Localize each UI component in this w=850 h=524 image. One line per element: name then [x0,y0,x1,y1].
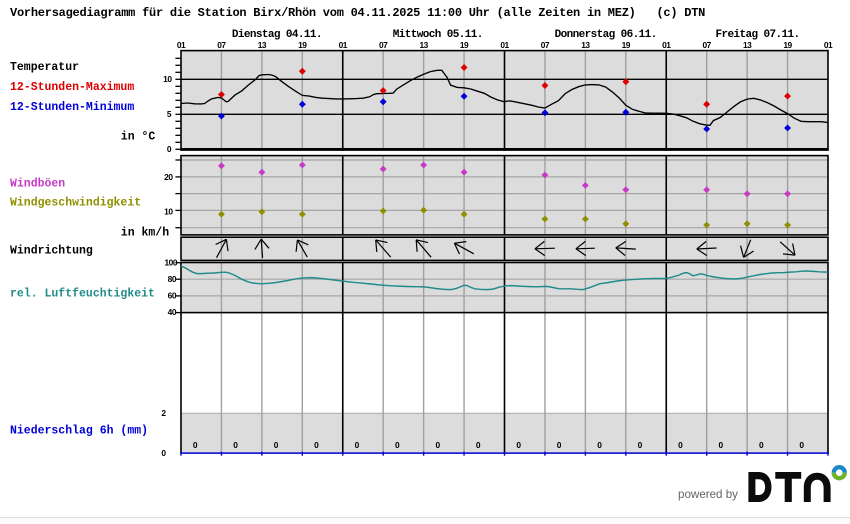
svg-text:13: 13 [258,40,267,50]
svg-text:0: 0 [167,144,172,154]
svg-text:19: 19 [783,40,792,50]
svg-text:01: 01 [339,40,348,50]
svg-text:in km/h: in km/h [121,226,169,239]
svg-text:0: 0 [476,440,481,450]
svg-text:19: 19 [298,40,307,50]
svg-text:10: 10 [164,206,173,216]
svg-text:0: 0 [395,440,400,450]
svg-text:Windrichtung: Windrichtung [10,244,93,257]
svg-text:01: 01 [177,40,186,50]
svg-text:0: 0 [799,440,804,450]
svg-text:12-Stunden-Minimum: 12-Stunden-Minimum [10,101,134,114]
svg-text:12-Stunden-Maximum: 12-Stunden-Maximum [10,81,134,94]
svg-text:0: 0 [719,440,724,450]
svg-text:2: 2 [161,408,166,418]
svg-text:in °C: in °C [121,131,156,144]
svg-text:0: 0 [638,440,643,450]
svg-text:07: 07 [379,40,388,50]
svg-text:Niederschlag 6h (mm): Niederschlag 6h (mm) [10,425,148,438]
svg-text:60: 60 [168,291,177,301]
svg-text:Windgeschwindigkeit: Windgeschwindigkeit [10,196,141,209]
svg-text:Vorhersagediagramm für die Sta: Vorhersagediagramm für die Station Birx/… [10,6,705,20]
svg-text:0: 0 [759,440,764,450]
svg-text:0: 0 [233,440,238,450]
svg-text:0: 0 [355,440,360,450]
svg-text:10: 10 [163,74,172,84]
svg-text:rel. Luftfeuchtigkeit: rel. Luftfeuchtigkeit [10,288,155,301]
svg-text:Temperatur: Temperatur [10,61,79,74]
svg-text:40: 40 [168,307,177,317]
svg-text:07: 07 [217,40,226,50]
svg-text:powered by: powered by [678,488,738,501]
svg-text:0: 0 [678,440,683,450]
svg-text:80: 80 [168,274,177,284]
svg-text:0: 0 [597,440,602,450]
svg-text:Dienstag 04.11.: Dienstag 04.11. [232,29,322,41]
svg-text:19: 19 [460,40,469,50]
svg-text:01: 01 [500,40,509,50]
svg-text:0: 0 [314,440,319,450]
svg-text:07: 07 [703,40,712,50]
svg-text:Windböen: Windböen [10,178,65,191]
svg-text:01: 01 [662,40,671,50]
svg-text:0: 0 [161,448,166,458]
svg-text:5: 5 [167,109,172,119]
svg-text:Freitag 07.11.: Freitag 07.11. [716,29,800,41]
svg-text:13: 13 [743,40,752,50]
svg-text:0: 0 [435,440,440,450]
svg-text:Mittwoch 05.11.: Mittwoch 05.11. [393,29,483,41]
svg-text:0: 0 [557,440,562,450]
svg-text:Donnerstag 06.11.: Donnerstag 06.11. [555,29,657,41]
svg-text:0: 0 [274,440,279,450]
svg-text:07: 07 [541,40,550,50]
svg-text:0: 0 [193,440,198,450]
svg-text:100: 100 [165,257,178,267]
svg-text:13: 13 [419,40,428,50]
svg-text:20: 20 [164,172,173,182]
svg-text:01: 01 [824,40,833,50]
svg-text:13: 13 [581,40,590,50]
svg-text:0: 0 [516,440,521,450]
svg-text:19: 19 [622,40,631,50]
